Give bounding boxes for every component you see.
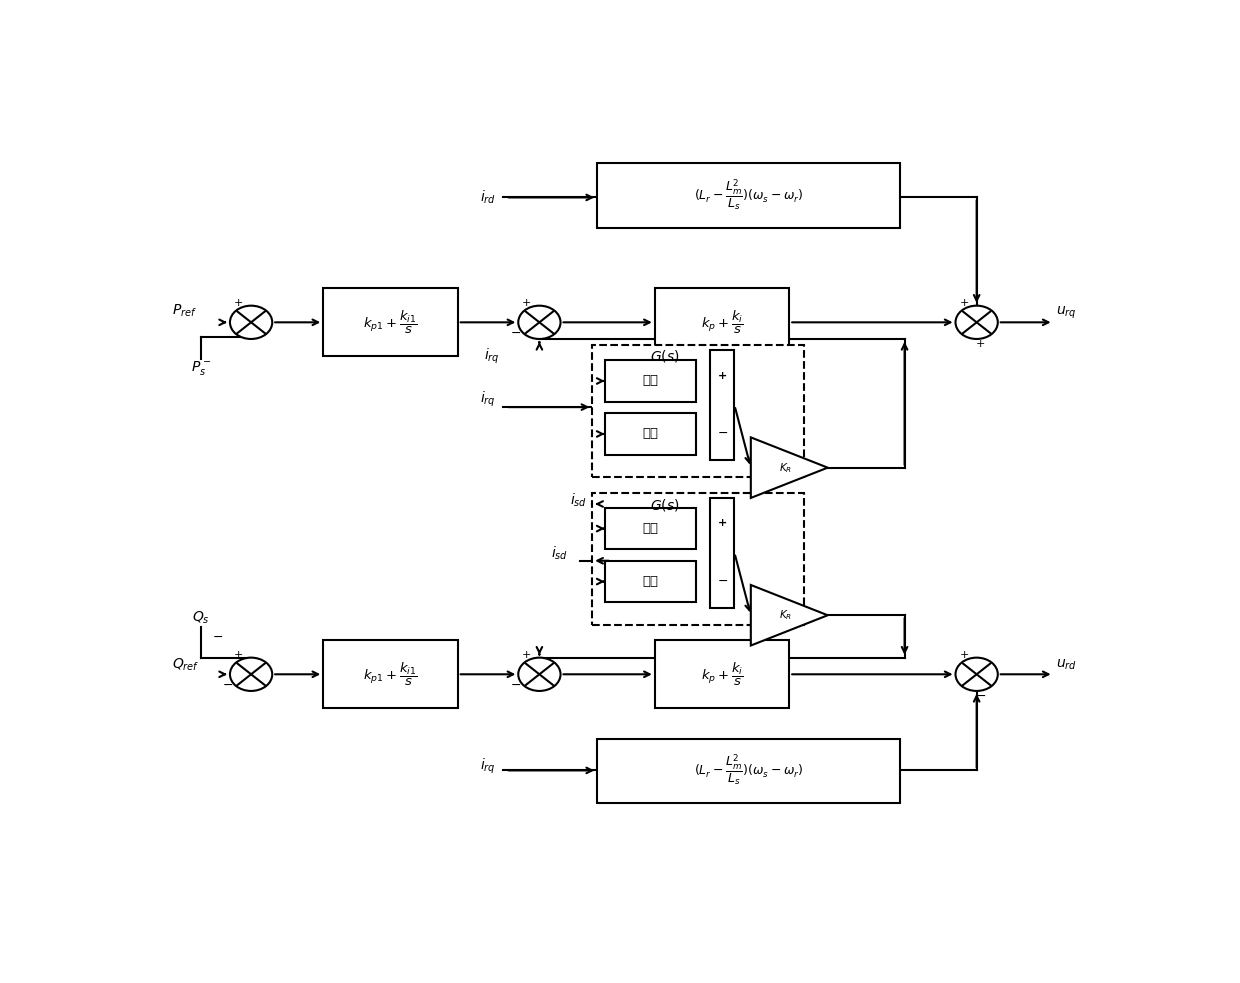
Text: +: + [960, 299, 968, 309]
Text: $-$: $-$ [717, 427, 728, 439]
Bar [324, 288, 458, 357]
Text: 高通: 高通 [642, 575, 658, 588]
Text: $k_{p1}+\dfrac{k_{i1}}{s}$: $k_{p1}+\dfrac{k_{i1}}{s}$ [363, 661, 418, 688]
Text: $k_p+\dfrac{k_i}{s}$: $k_p+\dfrac{k_i}{s}$ [701, 309, 743, 336]
Bar [605, 360, 696, 402]
Text: $G(s)$: $G(s)$ [650, 497, 680, 513]
Text: $-$: $-$ [975, 689, 986, 702]
Text: 低通: 低通 [642, 375, 658, 387]
Polygon shape [751, 585, 828, 646]
Text: $K_R$: $K_R$ [779, 608, 792, 622]
Circle shape [229, 658, 273, 691]
Text: $k_p+\dfrac{k_i}{s}$: $k_p+\dfrac{k_i}{s}$ [701, 661, 743, 688]
Text: $i_{rq}$: $i_{rq}$ [480, 757, 496, 777]
Circle shape [518, 306, 560, 339]
Bar [605, 413, 696, 455]
Text: $Q_{ref}$: $Q_{ref}$ [172, 657, 200, 673]
Text: $G(s)$: $G(s)$ [650, 348, 680, 365]
Text: +: + [522, 651, 532, 661]
Bar [593, 492, 804, 625]
Text: $i_{sd}$: $i_{sd}$ [551, 545, 568, 562]
Polygon shape [751, 437, 828, 498]
Text: +: + [976, 338, 986, 349]
Circle shape [229, 306, 273, 339]
Text: $P_s^-$: $P_s^-$ [191, 359, 211, 376]
Text: $u_{rd}$: $u_{rd}$ [1056, 658, 1078, 672]
Bar [596, 163, 900, 228]
Text: $-$: $-$ [717, 574, 728, 587]
Text: $(L_r-\dfrac{L_m^2}{L_s})(\omega_s-\omega_r)$: $(L_r-\dfrac{L_m^2}{L_s})(\omega_s-\omeg… [694, 753, 804, 788]
Text: $u_{rq}$: $u_{rq}$ [1056, 305, 1078, 321]
Text: $k_{p1}+\dfrac{k_{i1}}{s}$: $k_{p1}+\dfrac{k_{i1}}{s}$ [363, 309, 418, 336]
Text: $i_{rq}$: $i_{rq}$ [484, 347, 500, 366]
Text: +: + [718, 371, 727, 380]
Text: $i_{rd}$: $i_{rd}$ [480, 189, 496, 206]
Circle shape [956, 658, 998, 691]
Text: +: + [960, 651, 968, 661]
Bar [655, 640, 789, 709]
Bar [605, 508, 696, 549]
Text: $(L_r-\dfrac{L_m^2}{L_s})(\omega_s-\omega_r)$: $(L_r-\dfrac{L_m^2}{L_s})(\omega_s-\omeg… [694, 178, 804, 213]
Circle shape [518, 658, 560, 691]
Text: $-$: $-$ [212, 630, 223, 643]
Bar [593, 345, 804, 478]
Text: $Q_s$: $Q_s$ [192, 609, 210, 626]
Bar [711, 498, 734, 607]
Text: $K_R$: $K_R$ [779, 461, 792, 475]
Bar [324, 640, 458, 709]
Text: $P_{ref}$: $P_{ref}$ [172, 303, 197, 319]
Bar [655, 288, 789, 357]
Circle shape [956, 306, 998, 339]
Bar [605, 560, 696, 603]
Text: $-$: $-$ [510, 325, 521, 339]
Text: $i_{sd}$: $i_{sd}$ [570, 492, 588, 509]
Text: $i_{rq}$: $i_{rq}$ [480, 390, 496, 409]
Bar [711, 350, 734, 460]
Text: +: + [234, 299, 243, 309]
Text: $-$: $-$ [222, 677, 233, 691]
Bar [596, 738, 900, 803]
Text: +: + [234, 651, 243, 661]
Text: $-$: $-$ [510, 677, 521, 691]
Text: 高通: 高通 [642, 428, 658, 440]
Text: 低通: 低通 [642, 522, 658, 535]
Text: +: + [718, 518, 727, 528]
Text: +: + [522, 299, 532, 309]
